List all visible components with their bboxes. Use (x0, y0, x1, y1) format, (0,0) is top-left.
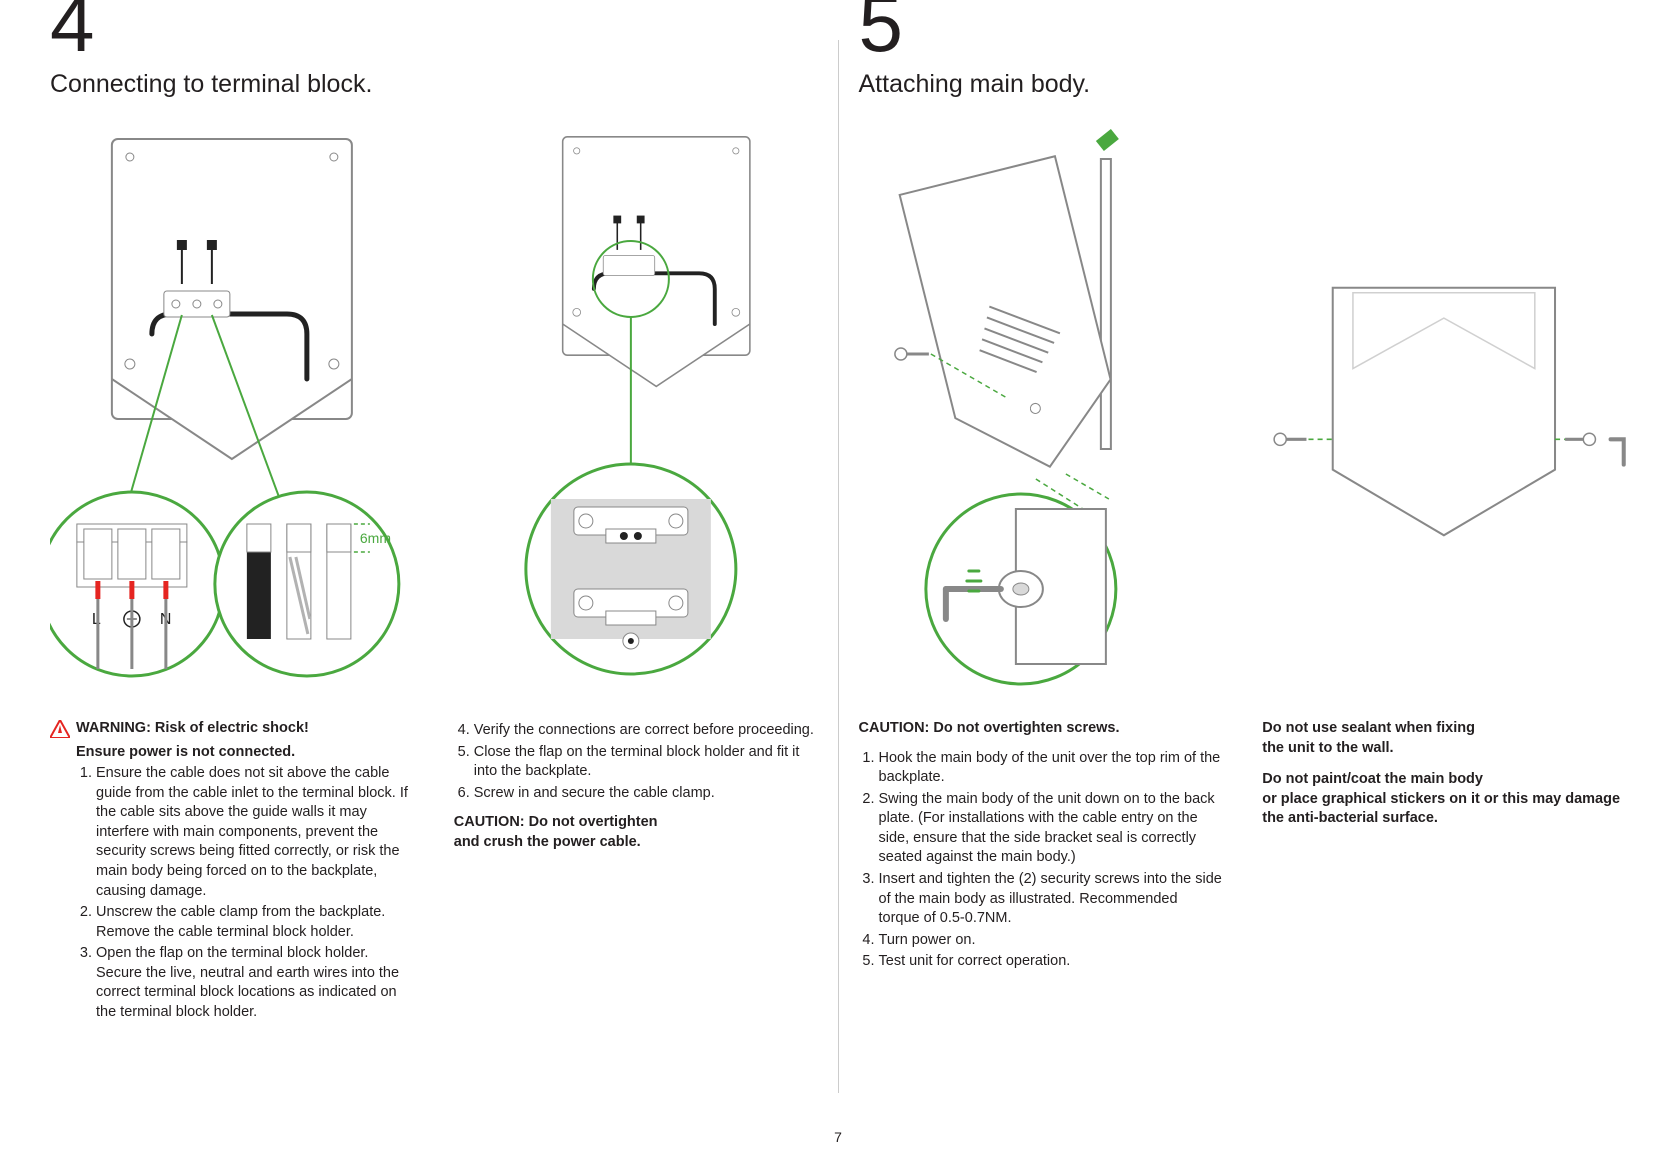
terminal-block-diagram-a: L N (50, 129, 414, 689)
two-column-layout: 4 Connecting to terminal block. (30, 0, 1646, 1153)
step5-1: Hook the main body of the unit over the … (879, 749, 1223, 788)
page: 4 Connecting to terminal block. (0, 0, 1676, 1153)
step5-text-col2: Do not use sealant when fixing the unit … (1262, 719, 1626, 974)
note-sealant: Do not use sealant when fixing the unit … (1262, 719, 1626, 758)
page-number: 7 (834, 1129, 842, 1145)
step4-caution-b: and crush the power cable. (454, 833, 818, 853)
note-paint: Do not paint/coat the main body or place… (1262, 770, 1626, 829)
warning-heading: WARNING: Risk of electric shock! (50, 719, 414, 739)
section-step-4: 4 Connecting to terminal block. (30, 0, 838, 1153)
step4-5: Close the flap on the terminal block hol… (474, 743, 818, 782)
step5-diagram-row (859, 129, 1627, 689)
step5-5: Test unit for correct operation. (879, 952, 1223, 972)
step5-text-row: CAUTION: Do not overtighten screws. Hook… (859, 719, 1627, 974)
step4-list-a: Ensure the cable does not sit above the … (76, 764, 414, 1022)
step5-diagram-a (859, 129, 1223, 689)
step5-4: Turn power on. (879, 931, 1223, 951)
strip-length-label: 6mm (360, 530, 391, 546)
step4-4: Verify the connections are correct befor… (474, 721, 818, 741)
warning-triangle-icon (50, 720, 70, 738)
step-number-4: 4 (50, 0, 818, 48)
step4-list-b: Verify the connections are correct befor… (454, 721, 818, 803)
attach-body-diagram (859, 129, 1223, 689)
section-step-5: 5 Attaching main body. (839, 0, 1647, 1153)
step5-text-col1: CAUTION: Do not overtighten screws. Hook… (859, 719, 1223, 974)
step4-text-row: WARNING: Risk of electric shock! Ensure … (50, 719, 818, 1024)
step5-caution: CAUTION: Do not overtighten screws. (859, 719, 1223, 739)
step4-caution-a: CAUTION: Do not overtighten (454, 813, 818, 833)
front-screws-diagram (1262, 129, 1626, 689)
step4-diagram-a: L N (50, 129, 414, 689)
warning-line2: Ensure power is not connected. (76, 743, 414, 763)
step5-2: Swing the main body of the unit down on … (879, 790, 1223, 868)
step5-list: Hook the main body of the unit over the … (859, 749, 1223, 972)
step4-text-col2: Verify the connections are correct befor… (454, 719, 818, 1024)
step-number-5: 5 (859, 0, 1627, 48)
step4-2: Unscrew the cable clamp from the backpla… (96, 903, 414, 942)
step4-1: Ensure the cable does not sit above the … (96, 764, 414, 901)
step-title-4: Connecting to terminal block. (50, 70, 818, 99)
step4-diagram-b (454, 129, 818, 689)
step4-6: Screw in and secure the cable clamp. (474, 784, 818, 804)
warning-line1: WARNING: Risk of electric shock! (76, 719, 309, 739)
terminal-block-diagram-b (454, 129, 818, 689)
step5-diagram-b (1262, 129, 1626, 689)
step-title-5: Attaching main body. (859, 70, 1627, 99)
step4-3: Open the flap on the terminal block hold… (96, 944, 414, 1022)
step4-text-col1: WARNING: Risk of electric shock! Ensure … (50, 719, 414, 1024)
step5-3: Insert and tighten the (2) security scre… (879, 870, 1223, 929)
step4-diagram-row: L N (50, 129, 818, 689)
